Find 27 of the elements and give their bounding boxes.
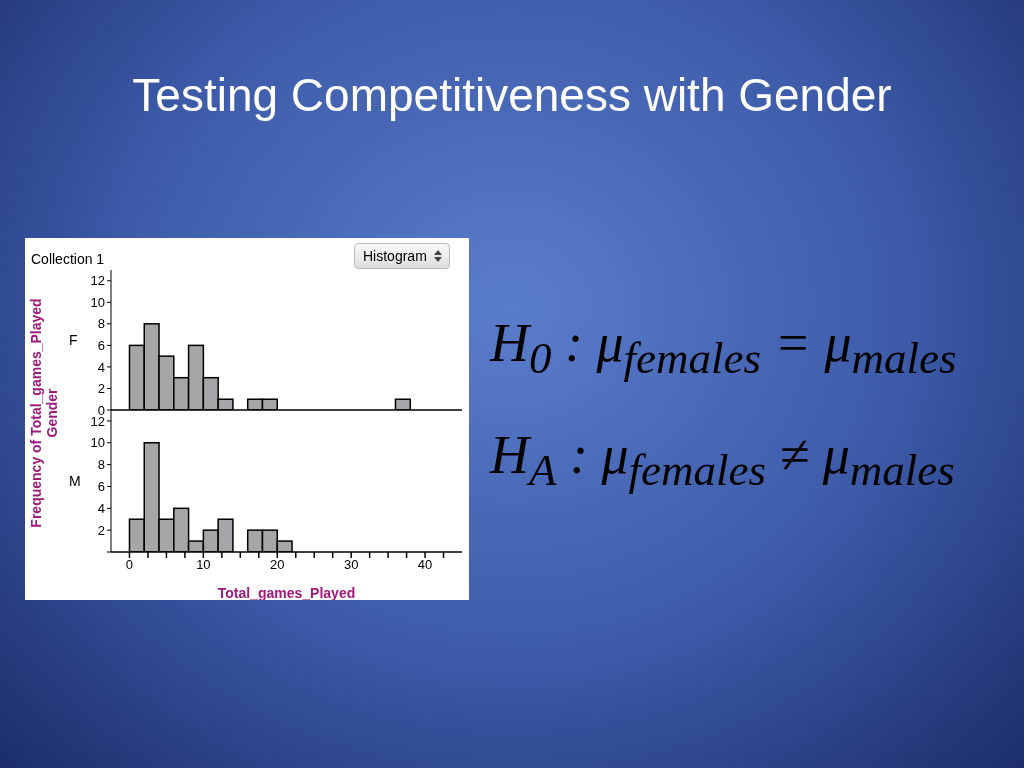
x-tick-label: 30 <box>343 557 359 573</box>
y-tick-label: 0 <box>97 402 105 418</box>
text: Gender <box>44 387 60 438</box>
text: Collection 1 <box>31 251 105 267</box>
text: H$_{A}$ : μ$_{females}$ ≠ μ$_{males}$ <box>490 424 955 496</box>
y-tick-label: 12 <box>90 273 105 289</box>
y-tick-label: 10 <box>90 435 105 451</box>
chart-title: Testing Competitiveness with Gender <box>131 68 893 122</box>
x-tick-label: 40 <box>417 557 433 573</box>
y-tick-label: 8 <box>97 316 105 332</box>
y-axis-title: F <box>69 331 78 348</box>
y-tick-label: 2 <box>97 522 105 538</box>
text: Frequency of Total_games_Played <box>28 298 44 528</box>
y-tick-label: 8 <box>97 457 105 473</box>
y-tick-label: 2 <box>97 381 105 397</box>
y-tick-label: 6 <box>97 338 105 353</box>
y-axis-title: M <box>69 472 81 489</box>
y-tick-label: 10 <box>90 294 105 310</box>
text: H$_{0}$ : μ$_{females}$ = μ$_{males}$ <box>490 312 957 384</box>
x-tick-label: 10 <box>196 557 211 573</box>
text: Histogram <box>363 248 427 264</box>
x-axis-title: Total_games_Played <box>217 585 356 601</box>
y-tick-label: 4 <box>97 500 105 516</box>
y-tick-label: 4 <box>97 359 105 375</box>
y-tick-label: 6 <box>97 479 105 495</box>
x-tick-label: 0 <box>125 557 134 573</box>
x-tick-label: 20 <box>270 557 285 573</box>
